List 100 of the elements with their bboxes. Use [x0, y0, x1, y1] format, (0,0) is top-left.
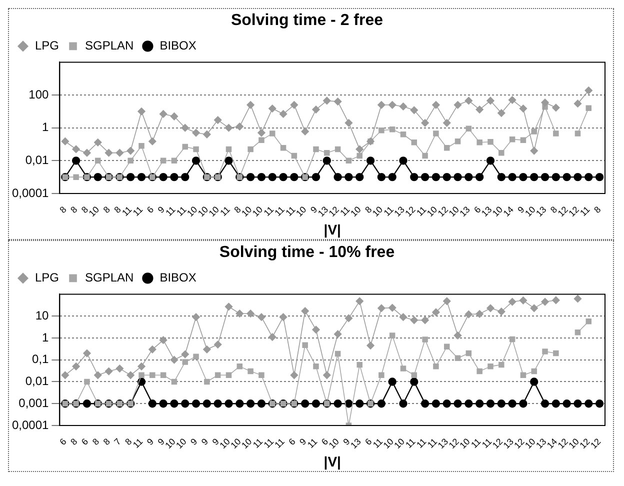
point [246, 101, 254, 109]
point [171, 158, 178, 164]
x-tick-label: 11 [414, 204, 428, 218]
point [541, 298, 549, 306]
x-tick-label: 11 [404, 436, 418, 450]
point [584, 400, 593, 408]
point [148, 400, 157, 408]
point [552, 296, 560, 304]
point [170, 112, 178, 120]
point [410, 378, 418, 386]
x-tick-label: 11 [578, 204, 592, 218]
point [181, 172, 190, 182]
point [586, 318, 592, 324]
point [160, 372, 166, 378]
point [73, 174, 79, 180]
x-tick-label: 8 [68, 204, 80, 216]
point [202, 400, 212, 408]
point [410, 106, 418, 114]
point [574, 100, 582, 108]
point [324, 150, 330, 156]
point [258, 137, 264, 143]
point [508, 400, 516, 408]
point [203, 346, 211, 354]
y-tick-label: 0,001 [18, 396, 50, 410]
point [226, 372, 232, 378]
point [181, 350, 190, 358]
legend-label: LPG [35, 270, 60, 285]
point [334, 400, 342, 408]
point [553, 130, 559, 136]
point [126, 371, 134, 380]
point [300, 400, 310, 408]
point [116, 364, 124, 372]
point [248, 146, 254, 152]
point [433, 130, 439, 136]
point [170, 172, 178, 182]
point [72, 156, 80, 165]
point [268, 333, 276, 341]
point [432, 308, 440, 316]
point [246, 310, 254, 318]
point [540, 400, 550, 408]
point [442, 400, 451, 408]
point [313, 146, 319, 152]
point [399, 156, 408, 165]
point [377, 400, 386, 408]
point [171, 378, 178, 385]
point [334, 98, 342, 106]
point [138, 362, 146, 370]
point [236, 364, 243, 370]
legend-label: BIBOX [160, 38, 196, 53]
point [497, 400, 506, 408]
point [312, 172, 320, 182]
point [95, 158, 101, 164]
point [378, 304, 386, 312]
point [322, 156, 331, 165]
point [279, 313, 288, 321]
x-tick-label: 9 [144, 436, 156, 448]
legend-label: SGPLAN [85, 270, 134, 285]
point [192, 128, 200, 137]
x-tick-label: 6 [80, 436, 90, 448]
x-tick-label: 8 [68, 436, 80, 448]
point [444, 145, 450, 151]
point [388, 304, 396, 312]
point [541, 98, 549, 106]
point [400, 366, 406, 372]
point [236, 400, 244, 408]
point [574, 330, 581, 336]
point [475, 172, 484, 182]
point [128, 158, 134, 164]
chart-title: Solving time - 10% free [219, 244, 395, 262]
point [584, 172, 593, 182]
point [268, 172, 276, 182]
point [344, 314, 353, 322]
point [542, 348, 548, 354]
point [508, 96, 516, 104]
point [82, 400, 92, 408]
x-tick-label: 6 [286, 436, 298, 448]
point [562, 172, 571, 182]
point [497, 109, 506, 117]
point [464, 400, 473, 408]
point [181, 400, 190, 408]
point [334, 146, 341, 152]
point [116, 148, 124, 157]
point [323, 96, 331, 105]
point [104, 148, 113, 157]
point [531, 368, 537, 374]
point [399, 102, 408, 110]
point [61, 137, 70, 146]
point [454, 355, 461, 361]
point [104, 367, 113, 376]
x-tick-label: 7 [112, 436, 123, 448]
point [94, 371, 102, 380]
point [83, 349, 91, 358]
legend-label: LPG [35, 38, 60, 53]
point [181, 124, 190, 132]
point [248, 368, 254, 374]
x-tick-label: 6 [58, 436, 68, 448]
x-tick-label: 9 [156, 204, 166, 216]
point [312, 326, 320, 334]
y-tick-label: 1 [42, 330, 50, 344]
point [530, 304, 538, 312]
